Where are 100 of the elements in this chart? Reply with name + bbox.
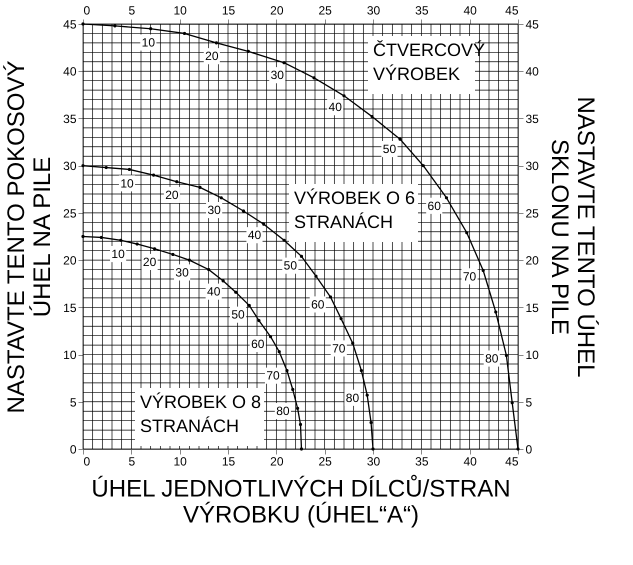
point: [81, 22, 85, 26]
point: [422, 164, 425, 168]
x-tick-label: 10: [173, 454, 188, 468]
y-tick-label: 15: [63, 300, 77, 315]
annotation: 10: [120, 176, 134, 190]
point: [113, 24, 116, 28]
y2-tick-label: 25: [526, 206, 540, 220]
point: [222, 279, 225, 282]
annotation: 30: [175, 265, 190, 280]
point: [510, 401, 514, 404]
point: [342, 94, 346, 98]
annotation: 20: [205, 49, 219, 64]
x-axis-title: ÚHEL JEDNOTLIVÝCH DÍLCŮ/STRAN VÝROBKU (ÚHEL“A“): [91, 474, 511, 528]
x2-tick-label: 0: [84, 4, 90, 18]
point: [152, 174, 156, 177]
annotation: 80: [346, 390, 360, 405]
point: [81, 234, 85, 238]
point: [262, 222, 266, 226]
point: [149, 27, 152, 30]
x-tick-label: 15: [222, 454, 236, 468]
annotation: 60: [251, 336, 265, 351]
point: [282, 238, 286, 242]
point: [366, 394, 369, 397]
y-tick-label: 5: [70, 395, 77, 410]
y-tick-label: 20: [63, 254, 77, 268]
point: [465, 231, 468, 234]
series-label: VÝROBEK O 6 STRANÁCH: [294, 188, 416, 232]
y-axis-title: NASTAVTE TENTO POKOSOVÝ ÚHEL NA PILE: [3, 60, 56, 414]
point: [104, 166, 108, 170]
point: [494, 310, 498, 314]
annotation: 40: [207, 284, 221, 299]
point: [296, 406, 300, 410]
point: [282, 61, 286, 64]
x-tick-label: 0: [84, 454, 90, 468]
point: [285, 369, 289, 372]
point: [340, 317, 343, 320]
x2-tick-label: 35: [415, 4, 429, 18]
point: [175, 180, 178, 184]
point: [371, 447, 375, 451]
annotation: 70: [462, 269, 477, 284]
annotation: 70: [266, 368, 280, 383]
point: [171, 252, 174, 256]
point: [314, 274, 318, 278]
point: [370, 114, 374, 118]
point: [136, 242, 139, 246]
point: [504, 354, 508, 358]
point: [246, 50, 250, 53]
x2-tick-label: 40: [463, 4, 478, 18]
point: [444, 196, 448, 200]
point: [100, 236, 103, 240]
point: [300, 447, 304, 451]
x2-tick-label: 30: [366, 4, 380, 18]
y2-tick-label: 35: [526, 112, 540, 126]
point: [234, 290, 238, 294]
annotation: 80: [485, 352, 499, 366]
x2-tick-label: 15: [222, 4, 236, 18]
point: [152, 247, 156, 250]
y2-tick-label: 45: [526, 18, 540, 32]
annotation: 60: [428, 198, 442, 213]
annotation: 30: [207, 203, 222, 218]
point: [128, 168, 131, 172]
point: [291, 388, 294, 392]
point: [214, 41, 218, 44]
point: [300, 254, 304, 258]
annotation: 70: [332, 341, 346, 356]
x2-tick-label: 25: [318, 4, 332, 18]
annotation: 50: [284, 258, 298, 273]
x-tick-label: 25: [318, 454, 332, 468]
point: [248, 304, 251, 308]
x-tick-label: 30: [366, 454, 380, 468]
annotation: 10: [142, 36, 156, 50]
x2-tick-label: 10: [173, 4, 188, 18]
annotation: 60: [311, 297, 325, 312]
y2-tick-label: 5: [526, 395, 532, 410]
point: [516, 447, 520, 451]
y-tick-label: 40: [63, 64, 77, 79]
x-tick-label: 40: [463, 454, 478, 468]
x2-tick-label: 5: [128, 4, 136, 18]
y-tick-label: 0: [70, 442, 77, 456]
y2-tick-label: 0: [526, 442, 532, 456]
annotation: 10: [111, 247, 126, 262]
point: [268, 335, 272, 338]
point: [242, 209, 246, 213]
y-tick-label: 45: [63, 18, 77, 32]
y-tick-label: 10: [63, 348, 77, 362]
point: [119, 238, 122, 242]
point: [81, 164, 85, 168]
point: [278, 350, 281, 354]
annotation: 50: [231, 308, 246, 322]
series-label: VÝROBEK O 8 STRANÁCH: [140, 392, 262, 436]
point: [482, 268, 485, 272]
y2-tick-label: 15: [526, 300, 540, 315]
annotation: 50: [382, 142, 396, 156]
y2-tick-label: 10: [526, 348, 540, 362]
point: [312, 76, 316, 80]
point: [360, 369, 363, 372]
point: [369, 420, 373, 424]
x2-tick-label: 45: [505, 4, 519, 18]
y-tick-label: 30: [63, 159, 77, 174]
point: [220, 196, 223, 200]
